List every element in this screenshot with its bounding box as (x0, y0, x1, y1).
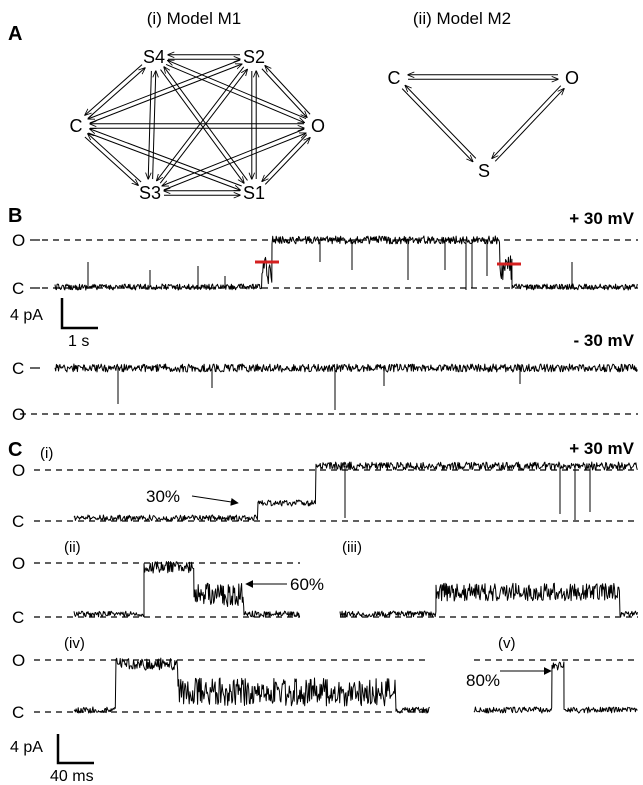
transition-s2-o-reverse (265, 66, 311, 115)
m2-node-o: O (565, 68, 579, 88)
scalebar-c-current: 4 pA (10, 739, 43, 756)
transition-s2-c-reverse (89, 64, 242, 124)
model-m1-transitions (85, 55, 310, 195)
transition-s2-s3-reverse (159, 69, 247, 184)
transition-c-s1-forward (88, 132, 240, 190)
sub-iii-label: (iii) (342, 539, 362, 556)
panel-b-top-closed-label: C (12, 279, 24, 298)
scalebar-c-time: 40 ms (50, 768, 94, 785)
transition-o-s3-forward (162, 128, 305, 186)
panel-b-bottom-closed-label: C (12, 359, 24, 378)
sub-ii-annotation: 60% (290, 575, 324, 594)
sub-ii-closed-label: C (12, 608, 24, 627)
transition-o-s-reverse (494, 89, 564, 162)
transition-s2-c-forward (88, 59, 241, 119)
sub-i-label: (i) (40, 445, 53, 462)
scalebar-b: 4 pA 1 s (10, 298, 98, 350)
panel-b-top-voltage: + 30 mV (569, 209, 634, 228)
sub-i-annotation: 30% (146, 487, 180, 506)
panel-b-label: B (8, 205, 22, 227)
sub-iv-closed-label: C (12, 703, 24, 722)
panel-a-label: A (8, 23, 22, 45)
m1-node-o: O (311, 116, 325, 136)
transition-o-s-forward (492, 85, 562, 159)
m2-node-c: C (388, 68, 401, 88)
trace-b-minus30 (54, 363, 638, 410)
transition-c-s-reverse (405, 86, 477, 159)
transition-s2-o-forward (261, 68, 307, 117)
transition-s4-o-forward (165, 63, 304, 122)
transition-s4-s1-forward (160, 69, 244, 183)
transition-s4-s3-reverse (152, 71, 156, 180)
transition-s4-o-reverse (168, 60, 307, 120)
trace-c-v (473, 661, 638, 714)
trace-b-plus30 (54, 235, 638, 291)
transition-o-s3-reverse (163, 133, 306, 191)
transition-c-s3-reverse (88, 134, 142, 183)
transition-c-s3-forward (84, 136, 138, 185)
sub-i-closed-label: C (12, 512, 24, 531)
panel-b-top-open-label: O (12, 231, 25, 250)
m1-node-s3: S3 (139, 183, 161, 203)
panel-c-label: C (8, 439, 22, 461)
sub-ii-label: (ii) (64, 539, 81, 556)
m2-node-s: S (478, 161, 490, 181)
transition-o-s1-reverse (264, 138, 310, 185)
transition-c-s-forward (401, 88, 473, 162)
transition-c-s1-reverse (90, 129, 242, 187)
model-m2-transitions (401, 75, 564, 162)
m1-node-s2: S2 (243, 47, 265, 67)
m1-node-s1: S1 (243, 183, 265, 203)
trace-c-i (73, 461, 638, 522)
transition-s4-s3-forward (148, 70, 152, 179)
sub-v-label: (v) (498, 635, 516, 652)
transition-s4-c-forward (85, 64, 143, 115)
panel-b-bottom-voltage: - 30 mV (574, 331, 635, 350)
m1-node-c: C (70, 116, 83, 136)
panel-c-voltage: + 30 mV (569, 439, 634, 458)
sub-iv-open-label: O (12, 651, 25, 670)
sub-ii-open-label: O (12, 554, 25, 573)
scalebar-b-time: 1 s (68, 333, 89, 350)
trace-c-iii (339, 582, 638, 618)
transition-s4-c-reverse (87, 68, 145, 119)
scalebar-b-current: 4 pA (10, 307, 43, 324)
sub-iv-label: (iv) (64, 635, 85, 652)
panel-b-bottom-open-label: O (12, 405, 25, 424)
model-m2-title: (ii) Model M2 (413, 9, 511, 28)
scalebar-c: 4 pA 40 ms (10, 734, 94, 785)
trace-c-iv (73, 657, 430, 714)
sub-v-annotation: 80% (466, 671, 500, 690)
m1-node-s4: S4 (143, 47, 165, 67)
model-m1-title: (i) Model M1 (147, 9, 241, 28)
sub-i-open-label: O (12, 461, 25, 480)
trace-c-ii (73, 561, 301, 618)
transition-o-s1-forward (262, 134, 308, 182)
